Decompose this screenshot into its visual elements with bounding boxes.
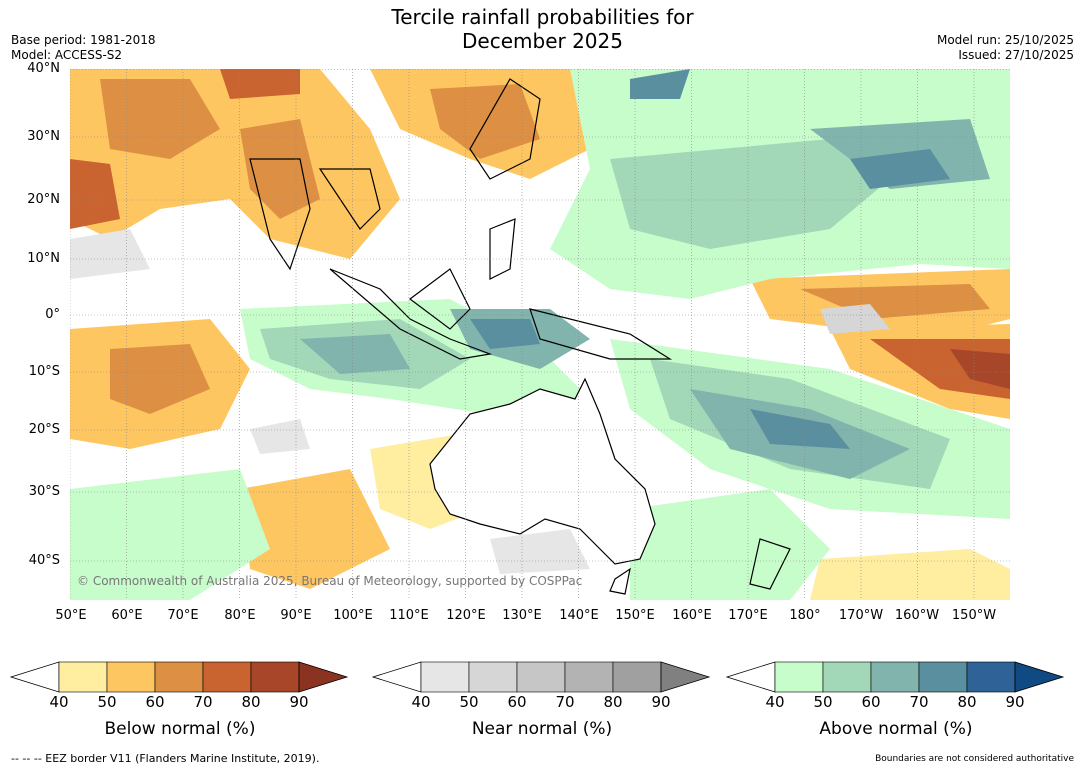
colorbar-segment <box>202 661 252 693</box>
colorbar-segment <box>420 661 470 693</box>
lon-label: 140°E <box>559 608 599 623</box>
colorbar-segment <box>870 661 920 693</box>
base-period: Base period: 1981-2018 <box>11 33 156 47</box>
colorbar-low-extend <box>10 661 60 693</box>
colorbar-high-extend <box>298 661 349 693</box>
issued-date: Issued: 27/10/2025 <box>958 48 1074 62</box>
colorbar-below-normal <box>10 661 349 693</box>
cbar2-tick: 90 <box>1005 693 1025 711</box>
meta-left: Base period: 1981-2018 Model: ACCESS-S2 <box>11 33 156 63</box>
colorbar-segment <box>106 661 156 693</box>
map-title: Tercile rainfall probabilities for Decem… <box>0 5 1085 53</box>
meta-right: Model run: 25/10/2025 Issued: 27/10/2025 <box>937 33 1074 63</box>
colorbar-segment <box>822 661 872 693</box>
lon-label: 80°E <box>224 608 256 623</box>
lat-label: 10°S <box>28 364 60 379</box>
colorbar-title-above: Above normal (%) <box>819 719 973 739</box>
cbar2-tick: 60 <box>861 693 881 711</box>
lon-label: 50°E <box>55 608 87 623</box>
lat-label: 30°S <box>28 484 60 499</box>
cbar1-tick: 40 <box>411 693 431 711</box>
colorbar-low-extend <box>372 661 422 693</box>
eez-footnote: -- -- -- EEZ border V11 (Flanders Marine… <box>11 752 320 765</box>
lon-label: 160°W <box>894 608 940 623</box>
colorbar-segment <box>774 661 824 693</box>
lon-label: 100°E <box>333 608 373 623</box>
lat-label: 10°N <box>27 251 60 266</box>
cbar0-tick: 60 <box>145 693 165 711</box>
colorbar-title-below: Below normal (%) <box>104 719 256 739</box>
lon-label: 150°W <box>951 608 997 623</box>
cbar1-tick: 50 <box>459 693 479 711</box>
lat-label: 30°N <box>27 129 60 144</box>
lat-label: 20°S <box>28 422 60 437</box>
cbar1-tick: 60 <box>507 693 527 711</box>
colorbar-segment <box>564 661 614 693</box>
lat-label: 40°N <box>27 61 60 76</box>
colorbar-high-extend <box>1014 661 1065 693</box>
lon-label: 110°E <box>389 608 429 623</box>
cbar0-tick: 70 <box>193 693 213 711</box>
title-line-2: December 2025 <box>462 29 623 53</box>
cbar2-tick: 80 <box>957 693 977 711</box>
model-run: Model run: 25/10/2025 <box>936 33 1074 47</box>
model-name: Model: ACCESS-S2 <box>11 48 123 62</box>
title-line-1: Tercile rainfall probabilities for <box>391 5 694 29</box>
colorbar-above-normal <box>726 661 1065 693</box>
coastlines <box>249 78 791 595</box>
colorbar-segment <box>250 661 300 693</box>
lon-label: 180° <box>789 608 821 623</box>
colorbar-high-extend <box>660 661 711 693</box>
cbar1-tick: 70 <box>555 693 575 711</box>
cbar1-tick: 90 <box>651 693 671 711</box>
colorbar-segment <box>468 661 518 693</box>
cbar0-tick: 90 <box>289 693 309 711</box>
lon-label: 120°E <box>446 608 486 623</box>
colorbar-title-near: Near normal (%) <box>471 719 613 739</box>
cbar0-tick: 40 <box>49 693 69 711</box>
lat-label: 20°N <box>27 192 60 207</box>
above-normal-regions <box>70 69 1010 600</box>
colorbar-segment <box>154 661 204 693</box>
copyright-notice: © Commonwealth of Australia 2025, Bureau… <box>77 574 582 588</box>
lon-label: 170°E <box>728 608 768 623</box>
boundaries-disclaimer: Boundaries are not considered authoritat… <box>875 754 1074 764</box>
colorbar-segment <box>612 661 662 693</box>
colorbar-segment <box>966 661 1016 693</box>
lon-label: 170°W <box>838 608 884 623</box>
cbar2-tick: 70 <box>909 693 929 711</box>
colorbar-segment <box>58 661 108 693</box>
lon-label: 130°E <box>502 608 542 623</box>
lat-label: 40°S <box>28 553 60 568</box>
lon-label: 70°E <box>167 608 199 623</box>
lon-label: 150°E <box>615 608 655 623</box>
cbar0-tick: 50 <box>97 693 117 711</box>
cbar2-tick: 40 <box>765 693 785 711</box>
lon-label: 160°E <box>672 608 712 623</box>
colorbar-segment <box>918 661 968 693</box>
colorbar-near-normal <box>372 661 711 693</box>
cbar1-tick: 80 <box>603 693 623 711</box>
colorbar-segment <box>516 661 566 693</box>
cbar2-tick: 50 <box>813 693 833 711</box>
colorbar-low-extend <box>726 661 776 693</box>
graticule <box>70 69 1010 600</box>
lat-label: 0° <box>45 307 60 322</box>
cbar0-tick: 80 <box>241 693 261 711</box>
rainfall-map: © Commonwealth of Australia 2025, Bureau… <box>70 69 1010 600</box>
lon-label: 90°E <box>280 608 312 623</box>
lon-label: 60°E <box>111 608 143 623</box>
